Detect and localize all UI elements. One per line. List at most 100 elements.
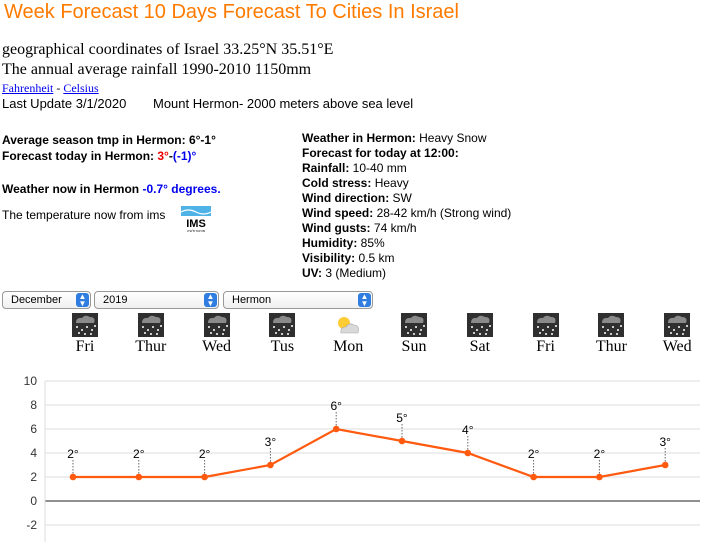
forecast-today: Forecast today in Hermon: 3°-(-1)° [2, 149, 196, 163]
forecast-today-dash: - [168, 149, 173, 163]
y-tick-label: 6 [30, 422, 37, 436]
day-label: Wed [662, 338, 692, 355]
last-update-text: Last Update 3/1/2020 [2, 96, 127, 111]
weather-now: Weather now in Hermon -0.7° degrees. [2, 182, 221, 196]
fahrenheit-link[interactable]: Fahrenheit [2, 81, 54, 95]
year-select-value: 2019 [103, 294, 128, 306]
day-column[interactable]: Thur [586, 313, 636, 356]
day-label: Fri [536, 338, 555, 355]
data-label: 5° [396, 411, 408, 425]
snow-icon [664, 313, 691, 337]
detail-value: 28-42 km/h (Strong wind) [373, 206, 512, 220]
month-select-value: December [11, 294, 62, 306]
y-tick-label: 2 [30, 470, 37, 484]
average-season-value: 6°-1° [188, 133, 216, 147]
day-column[interactable]: Fri [521, 313, 571, 356]
detail-value: 10-40 mm [349, 161, 407, 175]
detail-row: Rainfall: 10-40 mm [302, 161, 511, 176]
ims-logo[interactable]: IMS מטאורולוגיה [180, 206, 212, 233]
detail-label: Visibility: [302, 251, 356, 265]
snow-icon [72, 313, 98, 337]
forecast-today-min: (-1)° [172, 149, 197, 163]
day-column[interactable]: Tus [257, 313, 307, 356]
day-label: Sat [469, 338, 491, 355]
ims-source-text: The temperature now from ims [2, 208, 166, 222]
day-column[interactable]: Wed [652, 313, 702, 356]
location-select-value: Hermon [232, 294, 272, 306]
rainfall-text: The annual average rainfall 1990-2010 11… [2, 61, 312, 78]
temperature-line [73, 427, 666, 479]
partly-sunny-icon [338, 317, 359, 334]
detail-row: UV: 3 (Medium) [302, 266, 511, 281]
data-point [332, 425, 340, 433]
data-point [661, 461, 669, 469]
day-column[interactable]: Wed [192, 313, 242, 356]
snow-icon [598, 313, 625, 337]
detail-value: Heavy Snow [415, 131, 487, 145]
detail-label: Wind direction: [302, 191, 390, 205]
detail-row: Wind direction: SW [302, 191, 511, 206]
select-arrows-icon: ▲ ▼ [204, 293, 217, 308]
data-label: 2° [594, 447, 606, 461]
detail-value: Heavy [371, 176, 409, 190]
data-point [267, 461, 274, 469]
weather-details: Weather in Hermon: Heavy Snow Forecast fo… [302, 131, 511, 281]
detail-row: Wind speed: 28-42 km/h (Strong wind) [302, 206, 511, 221]
data-label: 2° [67, 447, 79, 461]
day-label: Fri [75, 338, 95, 355]
detail-row: Humidity: 85% [302, 236, 511, 251]
select-arrows-icon: ▲ ▼ [358, 293, 371, 308]
snow-icon [466, 313, 493, 337]
y-tick-label: 0 [30, 494, 37, 508]
detail-value: 85% [357, 236, 385, 250]
average-season-label: Average season tmp in Hermon: [2, 133, 186, 147]
detail-label: Cold stress: [302, 176, 372, 190]
temperature-chart: -2 0 2 4 6 8 10 2° 2° 2° 3° 6° 5° 4° 2° 2° 3° [24, 374, 700, 542]
day-column[interactable]: Fri [60, 313, 110, 356]
data-point [596, 473, 603, 481]
data-point [530, 473, 537, 481]
detail-row: Cold stress: Heavy [302, 176, 511, 191]
coordinates-text: geographical coordinates of Israel 33.25… [2, 41, 334, 58]
detail-label: Humidity: [302, 236, 358, 250]
day-label: Sun [401, 338, 427, 355]
unit-separator: - [53, 81, 64, 95]
day-column[interactable]: Sat [455, 313, 505, 356]
day-column[interactable]: Thur [126, 313, 176, 356]
data-label: 3° [265, 435, 277, 449]
day-column[interactable]: Sun [389, 313, 439, 356]
location-select[interactable]: Hermon ▲ ▼ [223, 291, 373, 309]
detail-label: Wind gusts: [302, 221, 371, 235]
y-tick-label: 8 [30, 398, 37, 412]
day-column[interactable]: Mon [323, 313, 373, 356]
year-select[interactable]: 2019 ▲ ▼ [94, 291, 219, 309]
detail-value: 0.5 km [355, 251, 395, 265]
data-point [69, 473, 77, 481]
forecast-today-label: Forecast today in Hermon: [2, 149, 155, 163]
data-point [135, 473, 143, 481]
data-point [398, 437, 406, 445]
detail-label: Wind speed: [302, 206, 374, 220]
month-select[interactable]: December ▲ ▼ [2, 291, 91, 309]
page-title: Week Forecast 10 Days Forecast To Cities… [4, 1, 459, 23]
detail-label: Weather in Hermon: [302, 131, 416, 145]
snow-icon [269, 313, 296, 337]
weather-now-value: -0.7° degrees. [142, 182, 221, 196]
detail-value: SW [389, 191, 412, 205]
day-label: Tus [270, 338, 295, 355]
snow-icon [532, 313, 559, 337]
snow-icon [137, 313, 164, 337]
data-label: 2° [199, 447, 211, 461]
forecast-today-max: 3° [157, 149, 169, 163]
data-label: 6° [330, 399, 342, 413]
data-label: 2° [528, 447, 540, 461]
y-tick-label: 10 [24, 374, 38, 388]
detail-row: Visibility: 0.5 km [302, 251, 511, 266]
day-label: Wed [202, 338, 232, 355]
detail-label: UV: [302, 266, 323, 280]
ims-logo-text: IMS [186, 218, 206, 230]
snow-icon [203, 313, 230, 337]
weather-now-label: Weather now in Hermon [2, 182, 140, 196]
altitude-note: Mount Hermon- 2000 meters above sea leve… [153, 96, 414, 111]
celsius-link[interactable]: Celsius [63, 81, 99, 95]
